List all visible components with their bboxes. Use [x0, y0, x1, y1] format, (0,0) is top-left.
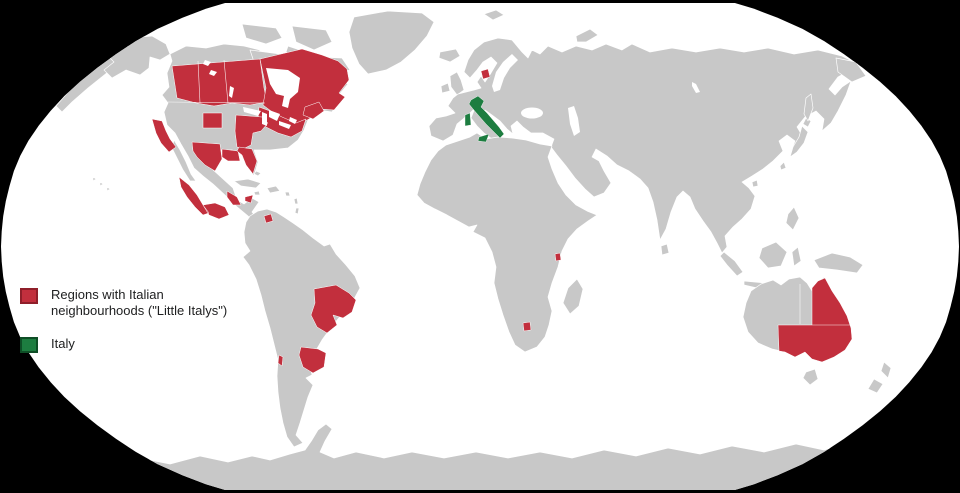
landmass-new-zealand: [867, 361, 892, 394]
red-region-louisiana: [221, 148, 241, 162]
landmass-british-isles: [440, 71, 465, 96]
map-legend: Regions with Italian neighbourhoods ("Li…: [20, 287, 227, 353]
black-sea: [521, 107, 543, 119]
landmass-africa: [416, 132, 598, 353]
red-region-florida: [236, 146, 258, 175]
legend-label-italy: Italy: [51, 336, 75, 351]
landmass-madagascar: [562, 278, 584, 315]
red-region-south-africa: [522, 321, 532, 332]
border-australia-states: [799, 284, 850, 326]
landmass-new-guinea: [813, 252, 864, 274]
landmass-antarctica: [29, 423, 941, 490]
italy-region: [464, 95, 505, 143]
landmass-sri-lanka: [660, 243, 670, 256]
landmass-sakhalin: [803, 93, 814, 122]
landmass-taiwan-hainan: [751, 161, 787, 188]
canadian-lakes: [203, 60, 234, 98]
landmass-novaya-zemlya: [575, 28, 599, 43]
green-region-italy: [464, 95, 505, 143]
landmass-caribbean-islands: [233, 170, 300, 215]
red-region-mexico: [178, 176, 254, 220]
red-region-denmark: [480, 68, 491, 80]
landmass-iceland: [438, 48, 461, 63]
caspian-sea: [568, 106, 580, 136]
great-lakes: [243, 107, 297, 129]
hudson-bay: [266, 68, 300, 108]
landmass-chukotka-right: [835, 57, 867, 83]
red-region-venezuela: [263, 213, 274, 224]
landmass-baja-california: [171, 139, 197, 182]
baltic-sea: [492, 54, 518, 92]
border-us-canada: [167, 101, 266, 104]
red-legend-swatch: [20, 288, 38, 304]
legend-label-line-2: neighbourhoods ("Little Italys"): [51, 303, 228, 318]
landmass-south-america: [242, 208, 361, 448]
landmass-eurasia: [428, 37, 859, 254]
red-region-brazil-southeast: [310, 284, 357, 334]
red-region-argentina: [298, 346, 327, 374]
legend-label-line-1: Regions with Italian: [51, 287, 164, 302]
lake-baikal: [692, 82, 700, 93]
legend-item-italy: Italy: [20, 336, 227, 353]
landmass-tasmania: [802, 368, 819, 386]
red-region-chile: [277, 354, 284, 367]
inland-waters: [203, 54, 700, 136]
legend-item-little-italys: Regions with Italian neighbourhoods ("Li…: [20, 287, 227, 319]
red-region-texas: [191, 141, 223, 172]
landmass-hawaii: [92, 176, 111, 192]
internal-borders: [167, 59, 850, 326]
red-region-eastern-australia: [777, 277, 853, 363]
red-region-new-england: [302, 101, 325, 120]
border-prairie-provinces: [197, 59, 229, 104]
red-region-colorado: [202, 112, 223, 129]
red-region-kenya: [554, 252, 562, 262]
landmass-svalbard: [483, 9, 505, 21]
red-region-western-canada: [171, 58, 268, 107]
landmasses: [29, 9, 941, 490]
green-legend-swatch: [20, 337, 38, 353]
red-region-california: [151, 118, 177, 153]
landmass-japan: [789, 117, 812, 158]
legend-label-little-italys: Regions with Italian neighbourhoods ("Li…: [51, 287, 227, 319]
landmass-greenland: [348, 10, 435, 75]
